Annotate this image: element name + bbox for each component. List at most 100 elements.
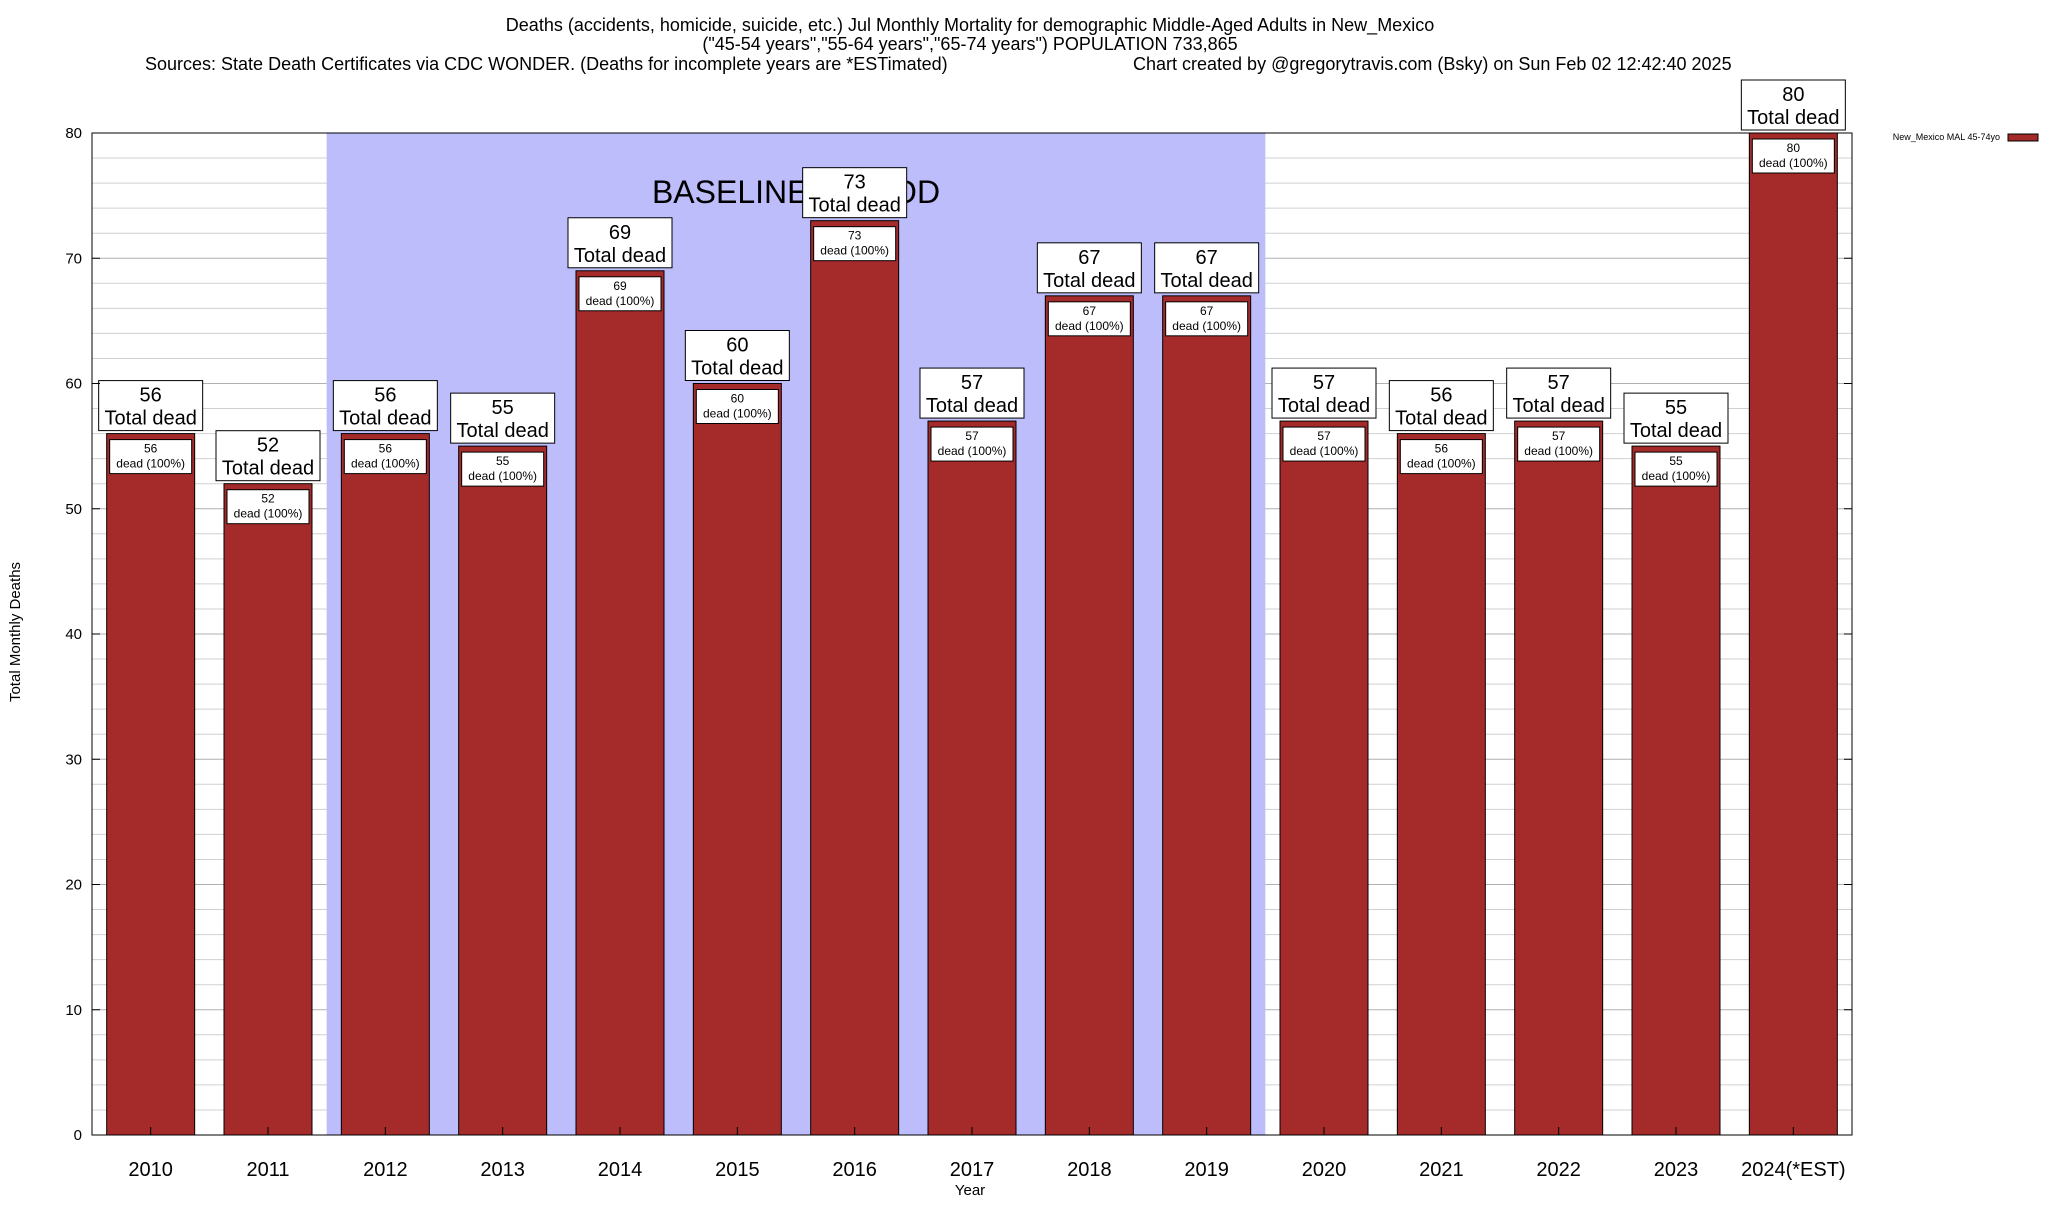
y-tick-label: 30 bbox=[65, 751, 82, 768]
x-tick-label: 2022 bbox=[1536, 1159, 1581, 1181]
x-tick-label: 2017 bbox=[950, 1159, 995, 1181]
bar bbox=[692, 383, 782, 1136]
x-tick-label: 2012 bbox=[363, 1159, 408, 1181]
y-tick-label: 60 bbox=[65, 376, 82, 393]
small-label-box bbox=[695, 389, 779, 424]
big-label-value: 80 bbox=[1782, 84, 1804, 106]
legend: New_Mexico MAL 45-74yo bbox=[1893, 132, 2039, 142]
x-tick-label: 2010 bbox=[128, 1159, 173, 1181]
y-tick-label: 10 bbox=[65, 1002, 82, 1019]
axes: 0 10 20 30 40 50 60 70 80 2010 2011 2012 2013 2014 201… bbox=[65, 125, 1853, 1181]
x-tick-label: 2013 bbox=[480, 1159, 525, 1181]
y-tick-label: 70 bbox=[65, 250, 82, 267]
big-label-value: 52 bbox=[257, 435, 279, 457]
big-label-text: Total dead bbox=[691, 358, 783, 380]
big-label-text: Total dead bbox=[457, 420, 549, 442]
x-tick-label: 2021 bbox=[1419, 1159, 1464, 1181]
x-tick-label: 2016 bbox=[832, 1159, 877, 1181]
chart-title-line-1: Deaths (accidents, homicide, suicide, et… bbox=[506, 15, 1434, 36]
bar bbox=[575, 270, 665, 1136]
big-label-text: Total dead bbox=[809, 195, 901, 217]
big-label-text: Total dead bbox=[222, 458, 314, 480]
small-label-value: 57 bbox=[965, 429, 979, 443]
small-label-box bbox=[1282, 426, 1366, 462]
big-label-box bbox=[1036, 242, 1142, 294]
big-label-text: Total dead bbox=[1043, 270, 1135, 292]
legend-swatch bbox=[2007, 133, 2039, 142]
big-label-box bbox=[1623, 392, 1729, 444]
small-label-value: 57 bbox=[1552, 429, 1566, 443]
chart-credit-text: Chart created by @gregorytravis.com (Bsk… bbox=[1133, 54, 1732, 74]
big-label-value: 69 bbox=[609, 222, 631, 244]
bar bbox=[1631, 445, 1721, 1136]
small-label-value: 60 bbox=[731, 392, 745, 406]
small-label-box bbox=[461, 451, 545, 487]
x-tick-label: 2015 bbox=[715, 1159, 760, 1181]
big-label-text: Total dead bbox=[339, 408, 431, 430]
small-label-text: dead (100%) bbox=[1172, 319, 1241, 333]
big-label-value: 73 bbox=[844, 172, 866, 194]
bar bbox=[106, 433, 196, 1136]
big-label-box bbox=[215, 430, 321, 482]
small-label-box bbox=[1165, 301, 1249, 337]
big-label-text: Total dead bbox=[1395, 408, 1487, 430]
big-label-text: Total dead bbox=[105, 408, 197, 430]
big-label-value: 57 bbox=[1548, 372, 1570, 394]
small-label-value: 57 bbox=[1317, 429, 1331, 443]
chart-title-line-2: ("45-54 years","55-64 years","65-74 year… bbox=[702, 34, 1237, 54]
bars bbox=[106, 132, 1838, 1136]
big-label-value: 56 bbox=[374, 385, 396, 407]
bar bbox=[1748, 132, 1838, 1136]
small-label-value: 55 bbox=[1669, 454, 1683, 468]
big-label-text: Total dead bbox=[926, 395, 1018, 417]
small-label-box bbox=[109, 439, 193, 475]
bar bbox=[1396, 433, 1486, 1136]
small-label-text: dead (100%) bbox=[1759, 156, 1828, 170]
big-label-value: 60 bbox=[726, 335, 748, 357]
small-label-value: 73 bbox=[848, 229, 862, 243]
big-label-value: 67 bbox=[1078, 247, 1100, 269]
small-label-text: dead (100%) bbox=[703, 407, 772, 421]
big-label-box bbox=[1154, 242, 1260, 294]
small-label-text: dead (100%) bbox=[1407, 457, 1476, 471]
small-label-value: 56 bbox=[144, 442, 158, 456]
big-label-value: 55 bbox=[492, 397, 514, 419]
big-label-box bbox=[1388, 380, 1494, 432]
small-label-box bbox=[578, 276, 662, 312]
small-label-box bbox=[1047, 301, 1131, 337]
big-label-box bbox=[1271, 367, 1377, 419]
big-label-text: Total dead bbox=[574, 245, 666, 267]
bar bbox=[1162, 295, 1252, 1136]
small-label-value: 56 bbox=[379, 442, 393, 456]
big-label-text: Total dead bbox=[1161, 270, 1253, 292]
bar bbox=[340, 433, 430, 1136]
small-label-box bbox=[1751, 138, 1835, 174]
small-label-text: dead (100%) bbox=[1055, 319, 1124, 333]
x-tick-label: 2020 bbox=[1302, 1159, 1347, 1181]
big-label-box bbox=[802, 167, 908, 219]
big-label-box bbox=[919, 367, 1025, 419]
x-tick-label: 2019 bbox=[1184, 1159, 1229, 1181]
bar bbox=[1044, 295, 1134, 1136]
x-tick-label: 2014 bbox=[598, 1159, 643, 1181]
y-tick-label: 40 bbox=[65, 626, 82, 643]
big-label-box bbox=[684, 330, 790, 381]
big-label-value: 56 bbox=[1430, 385, 1452, 407]
big-label-value: 67 bbox=[1196, 247, 1218, 269]
small-label-text: dead (100%) bbox=[116, 457, 185, 471]
small-label-value: 69 bbox=[613, 279, 627, 293]
big-label-box bbox=[332, 380, 438, 432]
big-label-value: 55 bbox=[1665, 397, 1687, 419]
legend-label: New_Mexico MAL 45-74yo bbox=[1893, 132, 2000, 142]
big-label-box bbox=[567, 217, 673, 269]
big-label-text: Total dead bbox=[1513, 395, 1605, 417]
small-label-value: 52 bbox=[261, 492, 275, 506]
y-tick-label: 50 bbox=[65, 501, 82, 518]
small-label-value: 56 bbox=[1435, 442, 1449, 456]
small-label-value: 55 bbox=[496, 454, 510, 468]
small-label-box bbox=[1399, 439, 1483, 475]
big-label-box bbox=[450, 392, 556, 444]
big-label-box bbox=[1740, 79, 1846, 131]
